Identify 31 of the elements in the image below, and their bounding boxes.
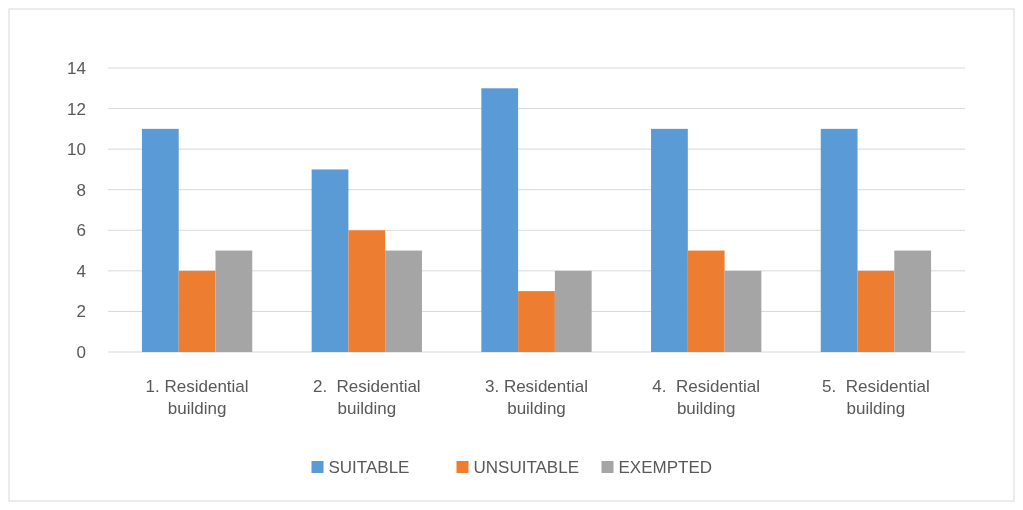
y-tick-label: 4 [76, 261, 86, 281]
y-tick-label: 8 [76, 180, 86, 200]
x-tick-label: 1. Residential building [145, 377, 249, 419]
y-tick-label: 0 [76, 342, 86, 362]
y-tick-label: 6 [76, 221, 86, 241]
y-tick-label: 10 [67, 140, 86, 160]
y-tick-label: 2 [76, 302, 86, 322]
bar [687, 250, 725, 352]
x-tick-label: 3. Residential building [484, 377, 589, 419]
bar [311, 169, 349, 352]
y-tick-label: 12 [67, 99, 86, 119]
bar [554, 270, 592, 352]
bar [348, 230, 386, 352]
bar [820, 128, 858, 352]
legend-label: SUITABLE [328, 457, 410, 477]
bar [178, 270, 216, 352]
legend-label: UNSUITABLE [473, 457, 579, 477]
bar [857, 270, 895, 352]
x-tick-label: 2. Residential building [312, 377, 421, 419]
bar [481, 88, 519, 352]
bar [518, 291, 555, 352]
bar [894, 250, 932, 352]
y-tick-label: 14 [67, 58, 86, 78]
bar [651, 128, 688, 352]
bar [724, 270, 762, 352]
x-tick-label: 5. Residential building [822, 377, 930, 419]
bar [215, 250, 253, 352]
bar [385, 250, 422, 352]
bar [141, 128, 179, 352]
legend-label: EXEMPTED [618, 457, 713, 477]
x-tick-label: 4. Residential building [652, 377, 761, 419]
